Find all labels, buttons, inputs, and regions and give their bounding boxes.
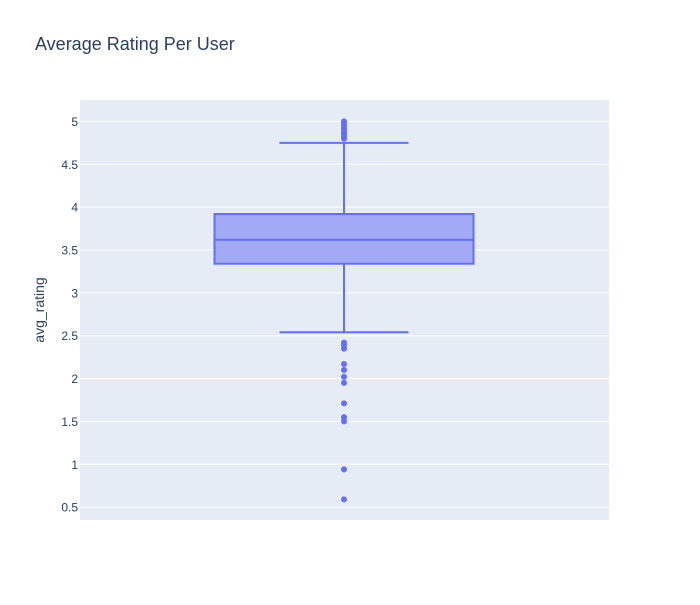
- y-tick-label: 1.5: [61, 415, 78, 429]
- y-tick-label: 5: [71, 115, 78, 129]
- y-tick-label: 1: [71, 458, 78, 472]
- outlier-point: [341, 496, 347, 503]
- y-tick-label: 2: [71, 372, 78, 386]
- y-axis-ticks: 0.5 1 1.5 2 2.5 3 3.5 4 4.5 5: [61, 115, 78, 515]
- outlier-point: [341, 379, 347, 386]
- y-tick-label: 4.5: [61, 158, 78, 172]
- outlier-point: [341, 466, 347, 473]
- chart-title: Average Rating Per User: [35, 34, 235, 54]
- outlier-point: [341, 414, 347, 421]
- y-tick-label: 2.5: [61, 329, 78, 343]
- outlier-point: [341, 400, 347, 407]
- outlier-points: [341, 118, 347, 503]
- outlier-point: [341, 118, 347, 125]
- y-tick-label: 4: [71, 201, 78, 215]
- y-axis-title: avg_rating: [31, 277, 47, 342]
- outlier-point: [341, 361, 347, 367]
- outlier-point: [341, 418, 347, 425]
- outlier-point: [341, 339, 347, 346]
- y-tick-label: 3: [71, 286, 78, 300]
- y-tick-label: 0.5: [61, 501, 78, 515]
- box-trace: [213, 141, 475, 334]
- outlier-point: [341, 367, 347, 373]
- outlier-point: [341, 373, 347, 380]
- y-tick-label: 3.5: [61, 244, 78, 258]
